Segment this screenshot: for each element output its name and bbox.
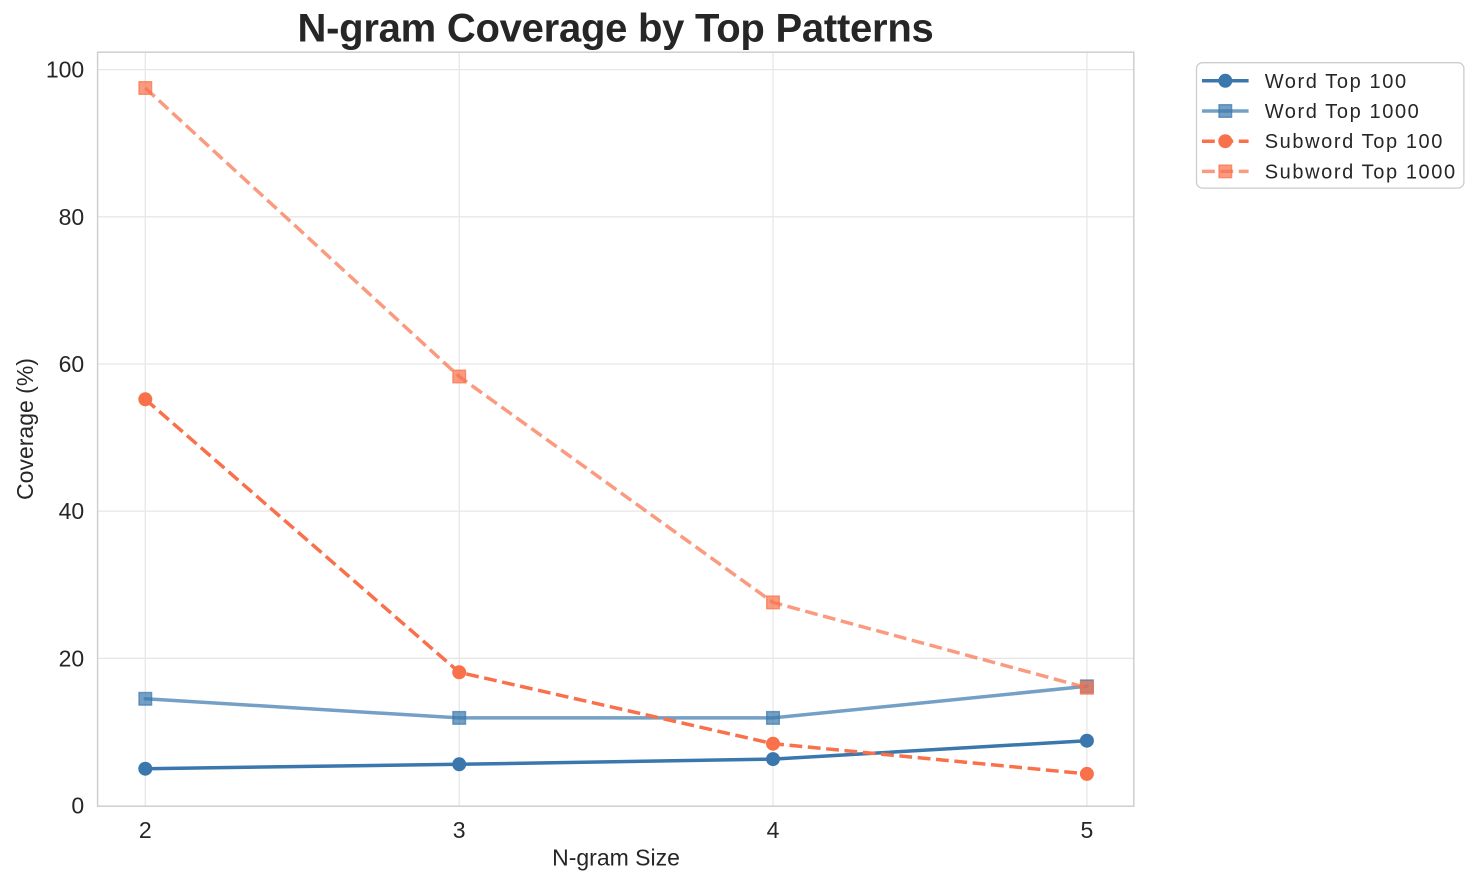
svg-text:Coverage (%): Coverage (%) — [12, 358, 38, 500]
svg-text:2: 2 — [139, 817, 152, 843]
svg-text:Subword Top 100: Subword Top 100 — [1265, 131, 1444, 153]
svg-text:40: 40 — [59, 498, 85, 524]
svg-text:Word Top 1000: Word Top 1000 — [1265, 101, 1421, 123]
svg-text:3: 3 — [453, 817, 466, 843]
svg-text:20: 20 — [59, 645, 85, 671]
svg-text:80: 80 — [59, 204, 85, 230]
svg-text:5: 5 — [1081, 817, 1094, 843]
svg-text:N-gram Coverage by Top Pattern: N-gram Coverage by Top Patterns — [297, 7, 933, 51]
svg-text:100: 100 — [46, 57, 84, 83]
svg-text:4: 4 — [767, 817, 780, 843]
svg-text:Subword Top 1000: Subword Top 1000 — [1265, 161, 1457, 183]
svg-text:0: 0 — [71, 793, 84, 819]
svg-text:60: 60 — [59, 351, 85, 377]
svg-text:N-gram Size: N-gram Size — [552, 845, 680, 871]
svg-text:Word Top 100: Word Top 100 — [1265, 71, 1408, 93]
